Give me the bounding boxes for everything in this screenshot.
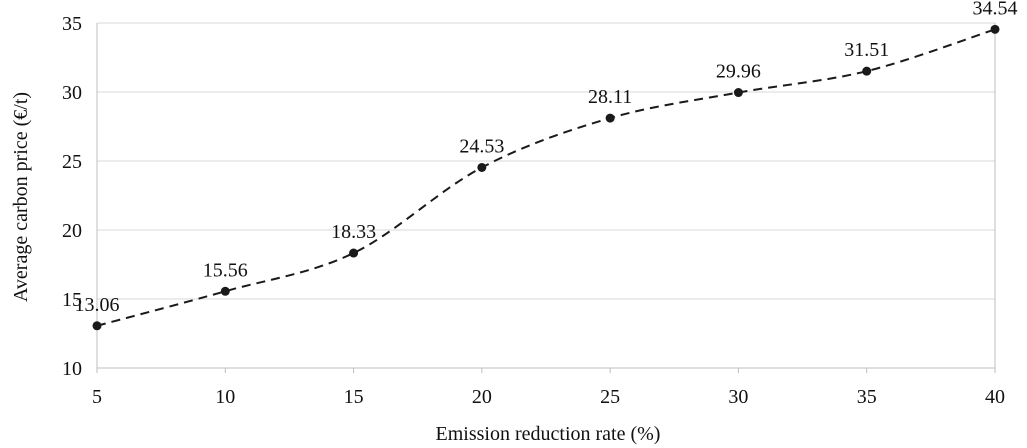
series-line bbox=[96, 28, 996, 327]
data-point bbox=[605, 113, 615, 123]
x-tick-label: 20 bbox=[472, 386, 492, 408]
x-tick-label: 10 bbox=[215, 386, 235, 408]
x-tick-label: 15 bbox=[344, 386, 364, 408]
x-tick-label: 5 bbox=[92, 386, 102, 408]
axes: 10 15 20 25 30 35 5 10 15 20 25 30 35 40 bbox=[62, 13, 1005, 408]
data-label: 13.06 bbox=[75, 294, 120, 316]
data-series bbox=[92, 24, 1000, 331]
x-axis-title: Emission reduction rate (%) bbox=[436, 423, 661, 445]
data-label: 15.56 bbox=[203, 259, 248, 281]
data-point bbox=[349, 248, 359, 258]
y-tick-label: 10 bbox=[62, 358, 82, 380]
y-tick-label: 15 bbox=[62, 289, 82, 311]
y-tick-label: 30 bbox=[62, 82, 82, 104]
data-point bbox=[862, 66, 872, 76]
data-label: 31.51 bbox=[844, 39, 889, 61]
data-point bbox=[990, 24, 1000, 34]
x-tick-label: 35 bbox=[857, 386, 877, 408]
data-label: 29.96 bbox=[716, 61, 761, 83]
data-labels: 13.06 15.56 18.33 24.53 28.11 29.96 31.51 34.54 bbox=[75, 0, 1018, 316]
y-tick-label: 20 bbox=[62, 220, 82, 242]
gridlines bbox=[97, 22, 995, 300]
y-tick-label: 25 bbox=[62, 151, 82, 173]
data-label: 18.33 bbox=[331, 221, 376, 243]
y-axis-title: Average carbon price (€/t) bbox=[10, 92, 32, 302]
data-point bbox=[477, 162, 487, 172]
data-point bbox=[733, 88, 743, 98]
x-tick-label: 40 bbox=[985, 386, 1005, 408]
x-tick-label: 30 bbox=[728, 386, 748, 408]
x-tick-label: 25 bbox=[600, 386, 620, 408]
data-label: 28.11 bbox=[588, 86, 632, 108]
data-label: 24.53 bbox=[459, 135, 504, 157]
data-point bbox=[220, 286, 230, 296]
data-point bbox=[92, 321, 102, 331]
data-label: 34.54 bbox=[973, 0, 1018, 19]
y-tick-label: 35 bbox=[62, 13, 82, 35]
